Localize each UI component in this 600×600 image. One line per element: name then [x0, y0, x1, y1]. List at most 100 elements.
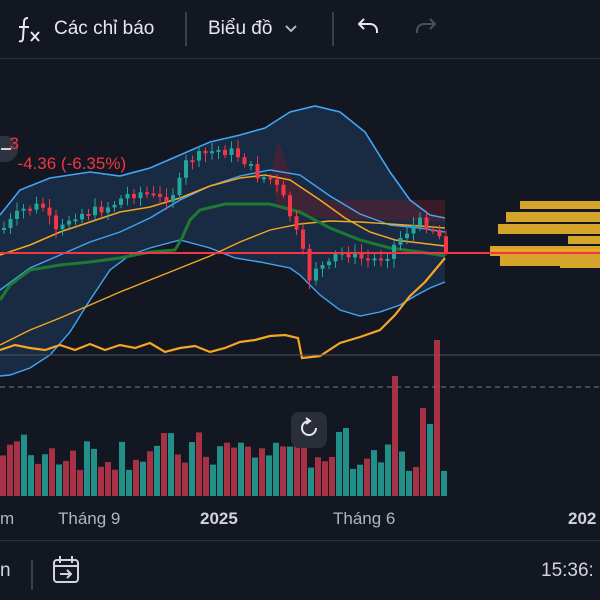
- volume-bar: [168, 433, 174, 496]
- volume-bar: [427, 424, 433, 496]
- candle-body: [28, 208, 32, 211]
- volume-bar: [112, 469, 118, 496]
- candle-body: [177, 177, 182, 196]
- candle-body: [54, 215, 58, 230]
- collapse-button[interactable]: [0, 136, 18, 162]
- candle-body: [151, 193, 156, 196]
- candle-body: [392, 244, 396, 259]
- volume-bar: [105, 462, 111, 496]
- volume-bar: [147, 451, 153, 496]
- candle-body: [307, 248, 312, 281]
- candle-body: [60, 224, 65, 230]
- bollinger-middle-line: [0, 169, 446, 291]
- candle-body: [314, 268, 318, 281]
- volume-bar: [133, 459, 139, 496]
- candle-body: [437, 230, 442, 237]
- undo-button[interactable]: [356, 0, 380, 58]
- volume-bar: [238, 442, 244, 496]
- volume-bar: [182, 462, 188, 496]
- volume-bar: [245, 446, 251, 496]
- volume-bar: [350, 468, 356, 496]
- volume-bar: [175, 454, 181, 496]
- candle-body: [418, 217, 422, 226]
- volume-bar: [266, 455, 272, 496]
- candle-body: [353, 252, 357, 258]
- candle-body: [8, 218, 13, 228]
- candle-body: [385, 258, 390, 261]
- chart-type-label: Biểu đồ: [208, 18, 273, 39]
- candle-body: [197, 151, 201, 161]
- candle-body: [424, 217, 429, 230]
- candle-body: [132, 194, 136, 199]
- bottom-divider: [31, 560, 33, 590]
- candle-body: [398, 238, 403, 245]
- volume-profile: [490, 201, 600, 268]
- volume-bar: [189, 442, 195, 496]
- price-change-legend: 3 -4.36 (-6.35%): [0, 114, 126, 174]
- reset-view-button[interactable]: [291, 412, 327, 448]
- price-range-area: [272, 140, 445, 222]
- ma-long-line: [0, 220, 446, 346]
- candle-body: [288, 195, 292, 217]
- volume-bar: [308, 467, 314, 496]
- volume-bar: [441, 470, 447, 496]
- candle-body: [301, 229, 305, 249]
- fx-icon: [16, 14, 42, 44]
- volume-bar: [413, 467, 419, 496]
- candle-body: [372, 258, 377, 261]
- candle-body: [405, 233, 409, 239]
- candle-body: [145, 192, 149, 195]
- indicators-button[interactable]: Các chỉ báo: [16, 0, 154, 58]
- volume-bar: [371, 450, 377, 496]
- candle-body: [444, 236, 448, 253]
- chevron-down-icon: [284, 18, 298, 40]
- ma-short-line: [0, 174, 446, 256]
- candle-body: [262, 177, 266, 180]
- volume-bar: [84, 441, 90, 496]
- volume-bar: [210, 464, 216, 496]
- candle-body: [281, 184, 286, 196]
- volume-bar: [315, 457, 321, 496]
- volume-bar: [98, 466, 104, 496]
- volume-bar: [203, 456, 209, 496]
- chart-area[interactable]: [0, 58, 600, 548]
- goto-date-icon[interactable]: [50, 554, 82, 591]
- clock-time: 15:36:: [541, 560, 594, 581]
- volume-bar: [434, 340, 440, 496]
- volume-bar: [140, 461, 146, 496]
- candle-body: [327, 261, 331, 266]
- candle-body: [41, 203, 45, 208]
- timeframe-label[interactable]: n: [0, 560, 11, 581]
- redo-button[interactable]: [414, 0, 438, 58]
- candle-body: [2, 227, 6, 230]
- chart-type-dropdown[interactable]: Biểu đồ: [208, 0, 298, 58]
- volume-bar: [273, 442, 279, 496]
- orange-indicator-line: [0, 257, 446, 360]
- volume-bar: [154, 445, 160, 496]
- x-axis-label: 202: [568, 509, 597, 528]
- x-axis-label: Tháng 6: [333, 509, 396, 528]
- toolbar-divider: [332, 12, 334, 46]
- volume-bar: [217, 446, 223, 496]
- candle-body: [112, 204, 117, 208]
- candle-body: [333, 253, 338, 262]
- candle-body: [268, 177, 273, 180]
- candle-body: [411, 225, 416, 234]
- chart-canvas[interactable]: [0, 58, 600, 548]
- volume-bar: [252, 457, 258, 496]
- candle-body: [86, 213, 91, 216]
- candle-body: [106, 207, 110, 213]
- volume-bar: [21, 434, 27, 496]
- volume-bar: [336, 431, 342, 496]
- toolbar-border: [0, 58, 600, 59]
- candle-body: [15, 210, 19, 219]
- volume-bar: [7, 444, 13, 496]
- volume-bar: [385, 444, 391, 496]
- candle-body: [366, 258, 370, 261]
- bollinger-upper-line: [0, 105, 446, 219]
- volume-bar: [231, 447, 237, 496]
- x-axis-label: m: [0, 509, 15, 528]
- volume-bar: [119, 441, 125, 496]
- candle-body: [125, 194, 130, 199]
- candle-body: [99, 206, 104, 213]
